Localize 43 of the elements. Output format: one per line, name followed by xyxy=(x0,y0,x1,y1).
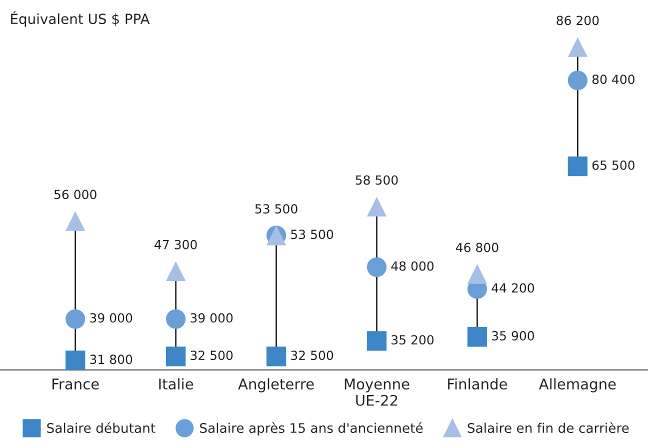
data-label: 53 500 xyxy=(255,204,298,214)
data-label: 44 200 xyxy=(492,283,534,293)
point xyxy=(366,331,387,351)
x-tick-label: Moyenne UE-22 xyxy=(344,378,410,406)
data-label: 35 900 xyxy=(492,331,534,340)
data-label: 48 000 xyxy=(391,261,434,271)
data-label: 32 500 xyxy=(190,350,233,360)
legend-label: Salaire en fin de carrière xyxy=(468,422,629,433)
point xyxy=(467,327,488,347)
point xyxy=(166,261,186,282)
point xyxy=(66,350,86,370)
data-label: 35 200 xyxy=(392,335,434,345)
point xyxy=(66,309,86,329)
point xyxy=(266,346,286,366)
data-label: 56 000 xyxy=(54,190,96,200)
point xyxy=(568,37,588,57)
data-label: 58 500 xyxy=(356,175,398,185)
y-axis-title: Équivalent US $ PPA xyxy=(11,11,150,27)
data-label: 65 500 xyxy=(592,160,634,170)
point xyxy=(66,211,86,231)
point xyxy=(568,156,588,176)
point xyxy=(366,196,387,216)
data-label: 31 800 xyxy=(90,354,132,364)
x-tick-label: France xyxy=(52,378,99,390)
data-label: 47 300 xyxy=(154,240,197,250)
x-tick-label: Angleterre xyxy=(238,378,314,392)
data-label: 39 000 xyxy=(90,313,132,323)
point xyxy=(568,70,588,90)
data-label: 53 500 xyxy=(291,230,334,240)
x-tick-label: Allemagne xyxy=(538,378,616,392)
point xyxy=(166,309,186,329)
data-label: 46 800 xyxy=(456,242,498,252)
x-tick-label: Italie xyxy=(159,378,194,390)
point xyxy=(366,257,387,277)
point xyxy=(166,346,186,366)
x-tick-label: Finlande xyxy=(448,378,507,390)
legend-label: Salaire après 15 ans d'ancienneté xyxy=(200,422,423,436)
data-label: 80 400 xyxy=(592,74,634,84)
data-label: 39 000 xyxy=(190,313,233,323)
legend-label: Salaire débutant xyxy=(47,422,156,433)
data-label: 32 500 xyxy=(291,350,334,360)
data-label: 86 200 xyxy=(556,16,599,26)
point xyxy=(467,264,488,284)
